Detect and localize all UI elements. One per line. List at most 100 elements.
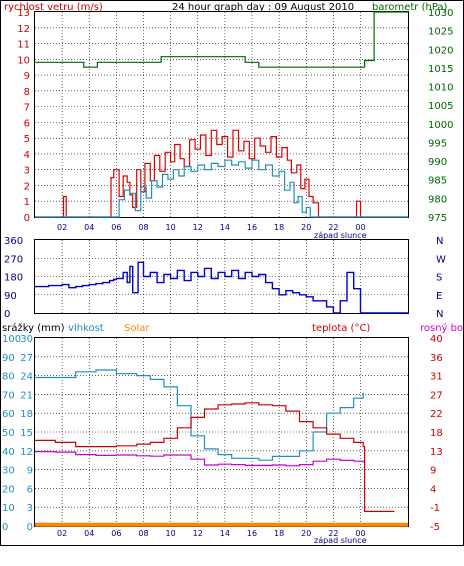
rain-tick-label: 0 (27, 522, 33, 533)
x-tick-label: 08 (138, 529, 148, 538)
temperature-tick-label: 40 (430, 334, 443, 345)
wind-speed-tick-label: 7 (24, 103, 30, 114)
x-tick-label: 16 (247, 529, 257, 538)
wind-speed-tick-label: 10 (17, 55, 30, 66)
humidity-tick-label: 20 (2, 484, 15, 495)
dew-point-legend: rosný bod (420, 322, 464, 334)
direction-compass-label: E (436, 291, 442, 302)
x-tick-label: 08 (138, 223, 148, 232)
temperature-tick-label: 22 (430, 409, 443, 420)
direction-degree-label: 180 (4, 273, 23, 284)
humidity-tick-label: 30 (2, 466, 15, 477)
temperature-line (35, 402, 395, 512)
wind-speed-tick-label: 12 (17, 24, 30, 35)
wind-speed-tick-label: 11 (17, 40, 30, 51)
x-tick-label: 14 (220, 529, 230, 538)
x-tick-label: 06 (111, 529, 121, 538)
barometer-axis-title: barometr (hPa) (372, 2, 448, 13)
temperature-tick-label: 36 (430, 353, 443, 364)
temperature-series (35, 369, 408, 527)
barometer-tick-label: 1025 (428, 27, 453, 38)
temperature-tick-label: 18 (430, 428, 443, 439)
wind-pressure-grid (35, 12, 408, 217)
x-tick-label: 18 (274, 223, 284, 232)
solar-legend: Solar (124, 323, 150, 334)
rain-tick-label: 24 (20, 372, 33, 383)
x-tick-label: 12 (193, 223, 203, 232)
temperature-tick-label: 4 (430, 484, 436, 495)
barometer-tick-label: 995 (428, 138, 447, 149)
x-tick-label: 04 (84, 529, 94, 538)
wind-speed-tick-label: 4 (24, 150, 30, 161)
x-tick-label: 02 (57, 529, 67, 538)
wind-speed-line (35, 129, 408, 218)
wind-speed-axis-title: rychlost vetru (m/s) (4, 2, 103, 13)
x-tick-label: 22 (328, 529, 338, 538)
wind-speed-tick-label: 3 (24, 166, 30, 177)
direction-degree-label: 0 (4, 309, 10, 320)
wind-direction-line (35, 261, 408, 314)
wind-pressure-series (35, 11, 408, 218)
x-axis-labels-bottom: 02 04 06 08 10 12 14 16 18 20 22 00 (57, 529, 366, 538)
humidity-tick-label: 90 (2, 353, 15, 364)
direction-compass-label: N (436, 236, 443, 247)
humidity-tick-label: 0 (2, 522, 8, 533)
temperature-legend: teplota (°C) (312, 323, 370, 334)
direction-compass-label: S (436, 273, 442, 284)
barometer-tick-label: 1005 (428, 101, 453, 112)
humidity-tick-label: 80 (2, 372, 15, 383)
rain-tick-label: 30 (20, 334, 33, 345)
sunset-label-top: západ slunce (314, 231, 367, 240)
humidity-tick-label: 60 (2, 409, 15, 420)
barometer-tick-label: 975 (428, 213, 447, 224)
x-tick-label: 12 (193, 529, 203, 538)
chart-title: 24 hour graph day : 09 August 2010 (172, 2, 354, 13)
humidity-tick-label: 40 (2, 447, 15, 458)
barometer-tick-label: 985 (428, 176, 447, 187)
barometer-tick-label: 980 (428, 194, 447, 205)
barometer-line (35, 11, 408, 68)
direction-degree-label: 360 (4, 236, 23, 247)
wind-speed-tick-label: 13 (17, 8, 30, 19)
rain-tick-label: 18 (20, 409, 33, 420)
dew-point-line (35, 451, 364, 467)
humidity-tick-label: 10 (2, 503, 15, 514)
rain-tick-label: 3 (27, 503, 33, 514)
x-tick-label: 16 (247, 223, 257, 232)
rain-tick-label: 15 (20, 428, 33, 439)
wind-average-line (35, 159, 408, 218)
x-tick-label: 00 (355, 223, 365, 232)
temperature-tick-label: -5 (430, 522, 440, 533)
rain-tick-label: 6 (27, 484, 33, 495)
humidity-tick-label: 70 (2, 390, 15, 401)
temperature-tick-label: 13 (430, 447, 443, 458)
x-tick-label: 20 (301, 529, 311, 538)
x-tick-label: 22 (328, 223, 338, 232)
barometer-tick-label: 1020 (428, 45, 453, 56)
sunset-label-bottom: západ slunce (314, 536, 367, 545)
direction-degree-label: 270 (4, 254, 23, 265)
wind-speed-tick-label: 9 (24, 71, 30, 82)
wind-speed-tick-label: 2 (24, 181, 30, 192)
barometer-tick-label: 1030 (428, 8, 453, 19)
temperature-grid (35, 338, 408, 526)
rain-tick-label: 27 (20, 353, 33, 364)
rain-tick-label: 12 (20, 447, 33, 458)
x-tick-label: 20 (301, 223, 311, 232)
temperature-tick-label: 31 (430, 372, 443, 383)
rain-tick-label: 9 (27, 466, 33, 477)
wind-speed-tick-label: 6 (24, 118, 30, 129)
barometer-tick-label: 1010 (428, 83, 453, 94)
temperature-tick-label: 27 (430, 390, 443, 401)
x-tick-label: 00 (355, 529, 365, 538)
direction-degree-label: 90 (4, 291, 17, 302)
barometer-axis-labels: 975 980 985 990 995 1000 1005 1010 1015 1020 1025 1… (428, 8, 453, 224)
wind-direction-degree-labels: 0 90 180 270 360 (4, 236, 23, 320)
